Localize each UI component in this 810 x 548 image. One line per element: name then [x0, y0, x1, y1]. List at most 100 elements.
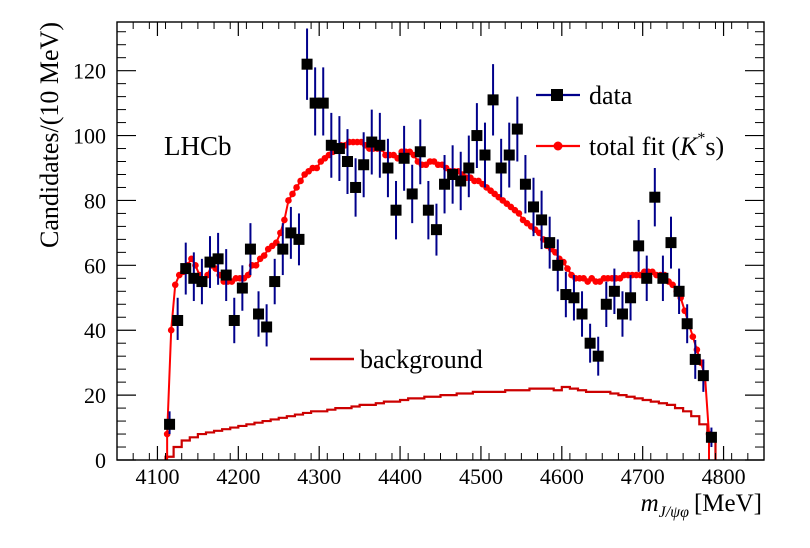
data-point: [406, 188, 418, 200]
fit-point: [260, 252, 268, 259]
data-point: [471, 130, 483, 142]
data-point: [253, 308, 265, 320]
fit-point: [297, 177, 304, 185]
fit-point: [171, 281, 179, 289]
background-layer: [164, 385, 717, 460]
data-point: [697, 370, 709, 382]
legend-entry-background: background: [310, 345, 483, 374]
legend-entry-data: data: [536, 81, 633, 110]
data-point: [705, 431, 717, 443]
data-point: [641, 272, 653, 284]
data-point: [600, 298, 612, 310]
data-point: [188, 272, 200, 284]
data-point: [511, 123, 523, 135]
data-point: [382, 162, 394, 174]
data-point: [212, 253, 224, 265]
x-tick-label: 4700: [621, 464, 665, 489]
data-point: [350, 181, 362, 193]
data-point: [584, 337, 596, 349]
x-tick-label: 4200: [216, 464, 260, 489]
data-point: [568, 292, 580, 304]
x-label-subscript: J/ψφ: [659, 504, 689, 521]
data-point: [673, 285, 685, 297]
data-point: [487, 94, 499, 106]
data-point: [390, 204, 402, 216]
data-point: [519, 178, 531, 190]
data-point: [463, 162, 475, 174]
data-point: [665, 237, 677, 249]
data-point: [414, 146, 426, 158]
data-point: [422, 204, 434, 216]
x-label-main: m: [641, 490, 659, 517]
legend-entry-fit: total fit (K*s): [536, 130, 724, 161]
data-point: [439, 178, 451, 190]
legend-fit-label: total fit (K*s): [589, 130, 724, 161]
data-point: [164, 418, 176, 430]
data-point: [277, 243, 289, 255]
fit-point: [289, 190, 296, 198]
fit-point: [167, 326, 175, 334]
y-tick-label: 100: [73, 124, 106, 149]
data-point: [285, 227, 297, 239]
fit-point: [689, 333, 697, 341]
data-point: [398, 152, 410, 164]
fit-point: [313, 164, 321, 172]
data-point: [495, 162, 507, 174]
data-point: [341, 156, 353, 168]
data-point: [633, 240, 645, 252]
data-point: [625, 292, 637, 304]
y-tick-label: 0: [95, 448, 106, 473]
y-tick-label: 80: [84, 188, 106, 213]
data-point: [657, 272, 669, 284]
y-tick-label: 120: [73, 59, 106, 84]
data-point: [317, 97, 329, 109]
data-point: [503, 149, 515, 161]
data-point: [528, 201, 540, 213]
x-tick-label: 4100: [135, 464, 179, 489]
legend-fit-symbol: K: [679, 132, 699, 161]
data-point: [244, 243, 256, 255]
data-point: [681, 318, 693, 330]
background-step-line: [164, 385, 717, 460]
data-point: [608, 285, 620, 297]
axes-layer: 4100 4200 4300 4400 4500 4600 4700 4800 0 20 40 60 8…: [73, 22, 765, 489]
fit-point: [293, 184, 300, 191]
data-point: [333, 143, 345, 155]
data-point: [430, 224, 442, 236]
data-point: [649, 191, 661, 203]
legend-fit-suffix: s): [705, 132, 724, 161]
experiment-label: LHCb: [164, 131, 232, 161]
fit-point: [252, 262, 260, 269]
data-point: [536, 214, 548, 226]
data-point: [236, 282, 248, 294]
fit-point: [564, 265, 571, 272]
data-point: [269, 276, 281, 288]
data-point: [196, 276, 208, 288]
data-point: [293, 233, 305, 245]
data-point: [366, 136, 378, 148]
data-point: [689, 353, 701, 365]
x-tick-label: 4600: [540, 464, 584, 489]
x-tick-label: 4300: [297, 464, 341, 489]
data-point: [358, 159, 370, 171]
legend-fit-prefix: total fit (: [589, 132, 680, 161]
data-layer: [164, 28, 717, 448]
data-point: [301, 58, 313, 70]
data-point: [309, 97, 321, 109]
fit-point: [515, 210, 523, 217]
data-point: [325, 139, 337, 151]
data-point: [172, 314, 184, 326]
legend: data total fit (K*s) background: [310, 81, 724, 374]
data-point: [220, 269, 232, 281]
x-axis-label: mJ/ψφ [MeV]: [641, 490, 762, 521]
y-tick-label: 20: [84, 383, 106, 408]
data-point: [560, 289, 572, 301]
data-point: [592, 350, 604, 362]
data-point: [228, 314, 240, 326]
data-point: [479, 149, 491, 161]
x-label-unit: [MeV]: [694, 490, 762, 517]
data-point: [544, 237, 556, 249]
legend-fit-marker: [553, 141, 563, 151]
y-axis-label: Candidates/(10 MeV): [35, 22, 64, 248]
